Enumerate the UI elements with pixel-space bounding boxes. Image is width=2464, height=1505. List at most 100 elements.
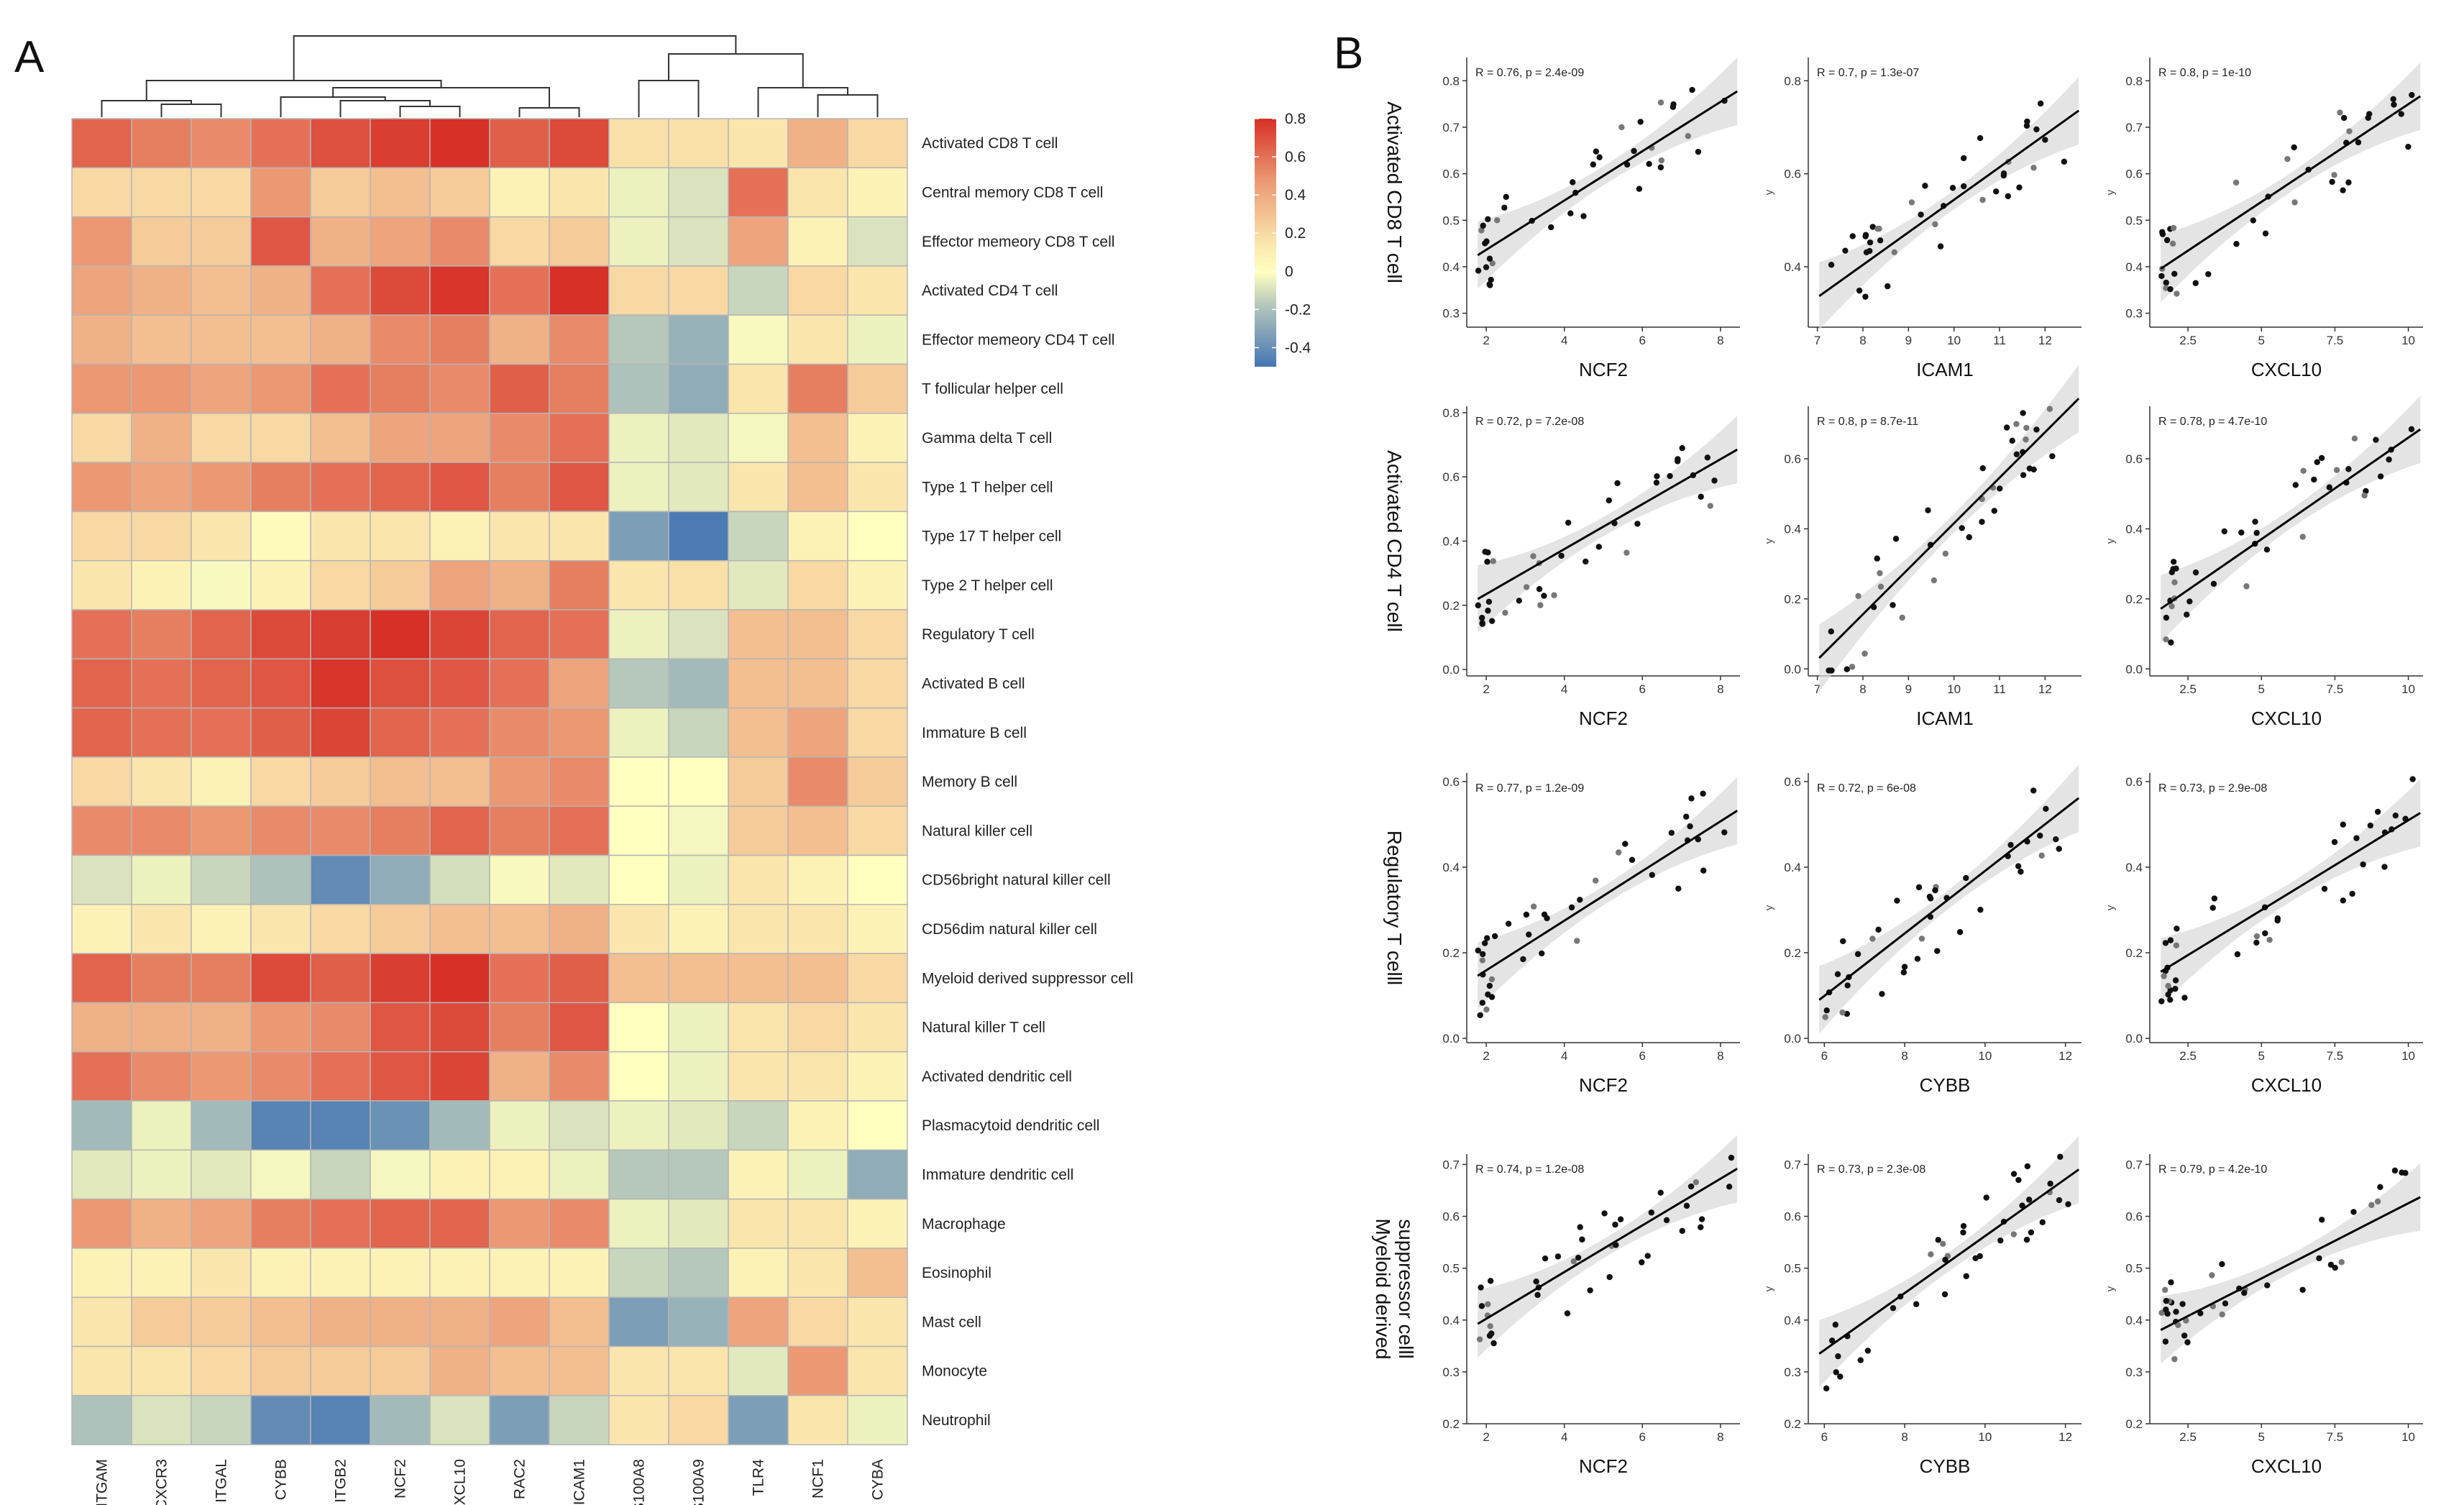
heatmap-cell (489, 559, 550, 610)
scatter-point (1721, 829, 1728, 836)
scatter-point (1491, 933, 1498, 940)
heatmap-row-label: Immature B cell (922, 725, 1027, 741)
scatter-point (2211, 895, 2218, 902)
scatter-point (1516, 598, 1522, 604)
heatmap-cell (787, 953, 848, 1004)
scatter-point (1479, 615, 1485, 621)
scatter-point (1558, 552, 1565, 559)
heatmap-column-label: NCF1 (810, 1459, 827, 1499)
x-tick-label: 2.5 (2179, 1430, 2197, 1444)
scatter-point (1490, 1340, 1497, 1347)
x-axis-label: ICAM1 (1916, 708, 1973, 729)
heatmap-cell (728, 511, 789, 562)
y-tick-label: 0.0 (1784, 662, 1801, 676)
heatmap-cell (250, 118, 311, 169)
y-tick-label: 0.6 (1442, 775, 1460, 789)
scatter-point (1617, 1216, 1624, 1222)
scatter-plot: 2 4 6 8 0.0 0.2 0.4 0.6 R = 0.77, p = 1.2e-09 NCF… (1442, 773, 1740, 1096)
scatter-point (1476, 1336, 1483, 1342)
heatmap-cell (608, 1345, 669, 1396)
scatter-point (2170, 559, 2177, 565)
heatmap-cell (370, 1296, 431, 1348)
heatmap-cell (250, 1395, 311, 1445)
heatmap-cell (608, 511, 669, 562)
heatmap-cell (310, 756, 371, 807)
scatter-point (2264, 1282, 2271, 1289)
x-tick-label: 8 (1717, 1049, 1723, 1063)
heatmap-cell (370, 1345, 431, 1396)
scatter-point (1683, 1202, 1690, 1209)
heatmap-cell (668, 658, 729, 709)
heatmap-cell (489, 1149, 550, 1200)
scatter-point (2025, 1197, 2033, 1203)
y-tick-label: 0.5 (1784, 1262, 1801, 1276)
heatmap-cell (608, 462, 669, 513)
scatter-row-label: Regulatory T celll (1383, 831, 1406, 985)
scatter-point (1533, 1278, 1539, 1285)
scatter-point (2168, 569, 2175, 576)
scatter-point (1477, 1012, 1483, 1018)
heatmap-cell (370, 462, 431, 513)
scatter-point (1483, 264, 1490, 270)
heatmap-cell (549, 854, 610, 905)
scatter-point (2023, 436, 2029, 443)
heatmap-cell (429, 1051, 490, 1102)
heatmap-cell (489, 953, 550, 1004)
heatmap-cell (668, 756, 729, 807)
heatmap-cell (250, 559, 311, 610)
scatter-point (2299, 534, 2306, 540)
scatter-plot: 7 8 9 10 11 12 0.0 0.2 0.4 0.6 R = 0.8, p = 8.7e-1… (1763, 365, 2081, 729)
scatter-point (2250, 217, 2257, 224)
scatter-point (1867, 239, 1874, 246)
correlation-annotation: R = 0.8, p = 1e-10 (2158, 67, 2251, 79)
dendrogram-branch (757, 87, 848, 117)
scatter-plot: 7 8 9 10 11 12 0.4 0.6 0.8 R = 0.7, p = 1.3e-07 IC… (1763, 58, 2081, 380)
heatmap-cell (668, 1345, 729, 1396)
heatmap-cell (310, 511, 371, 562)
scatter-point (2013, 421, 2020, 427)
y-tick-label: 0.4 (1442, 1314, 1460, 1327)
heatmap-cell (489, 854, 550, 905)
heatmap-cell (250, 1248, 311, 1298)
y-tick-label: 0.2 (2125, 946, 2143, 960)
scatter-point (1520, 956, 1526, 963)
y-tick-label: 0.2 (1442, 599, 1460, 613)
scatter-point (2368, 1202, 2375, 1209)
heatmap-cell (250, 1345, 311, 1396)
heatmap-cell (191, 1395, 252, 1445)
heatmap-cell (370, 413, 431, 463)
heatmap-cell (310, 953, 371, 1004)
scatter-point (1536, 586, 1543, 593)
scatter-point (2219, 1261, 2225, 1268)
scatter-point (2171, 579, 2178, 586)
y-tick-label: 0.3 (1784, 1366, 1801, 1379)
heatmap-cell (608, 314, 669, 365)
scatter-point (2167, 285, 2174, 293)
heatmap-cell (787, 462, 848, 513)
x-tick-label: 10 (2401, 682, 2415, 696)
scatter-point (1822, 1014, 1828, 1020)
heatmap-cell (191, 1002, 252, 1053)
heatmap-cell (71, 854, 132, 905)
scatter-point (1874, 225, 1881, 232)
scatter-point (2331, 172, 2337, 178)
x-tick-label: 8 (1717, 682, 1723, 696)
scatter-point (2005, 193, 2012, 200)
scatter-point (2158, 273, 2165, 280)
correlation-annotation: R = 0.73, p = 2.9e-08 (2158, 782, 2267, 795)
heatmap-cell (847, 609, 908, 660)
scatter-point (2253, 933, 2261, 940)
x-tick-label: 6 (1639, 682, 1646, 696)
heatmap-cell (489, 609, 550, 660)
dendrogram-branch (668, 53, 804, 88)
heatmap-cell (191, 707, 252, 758)
y-tick-label: 0.2 (1784, 1417, 1801, 1431)
heatmap-row-label: Type 1 T helper cell (922, 479, 1053, 495)
scatter-point (2175, 1322, 2181, 1328)
scatter-point (1606, 1273, 1613, 1281)
x-tick-label: 5 (2258, 682, 2265, 696)
scatter-point (1879, 991, 1885, 997)
x-tick-label: 2 (1483, 334, 1489, 347)
scatter-point (2197, 1310, 2204, 1317)
scatter-point (1993, 188, 2000, 195)
